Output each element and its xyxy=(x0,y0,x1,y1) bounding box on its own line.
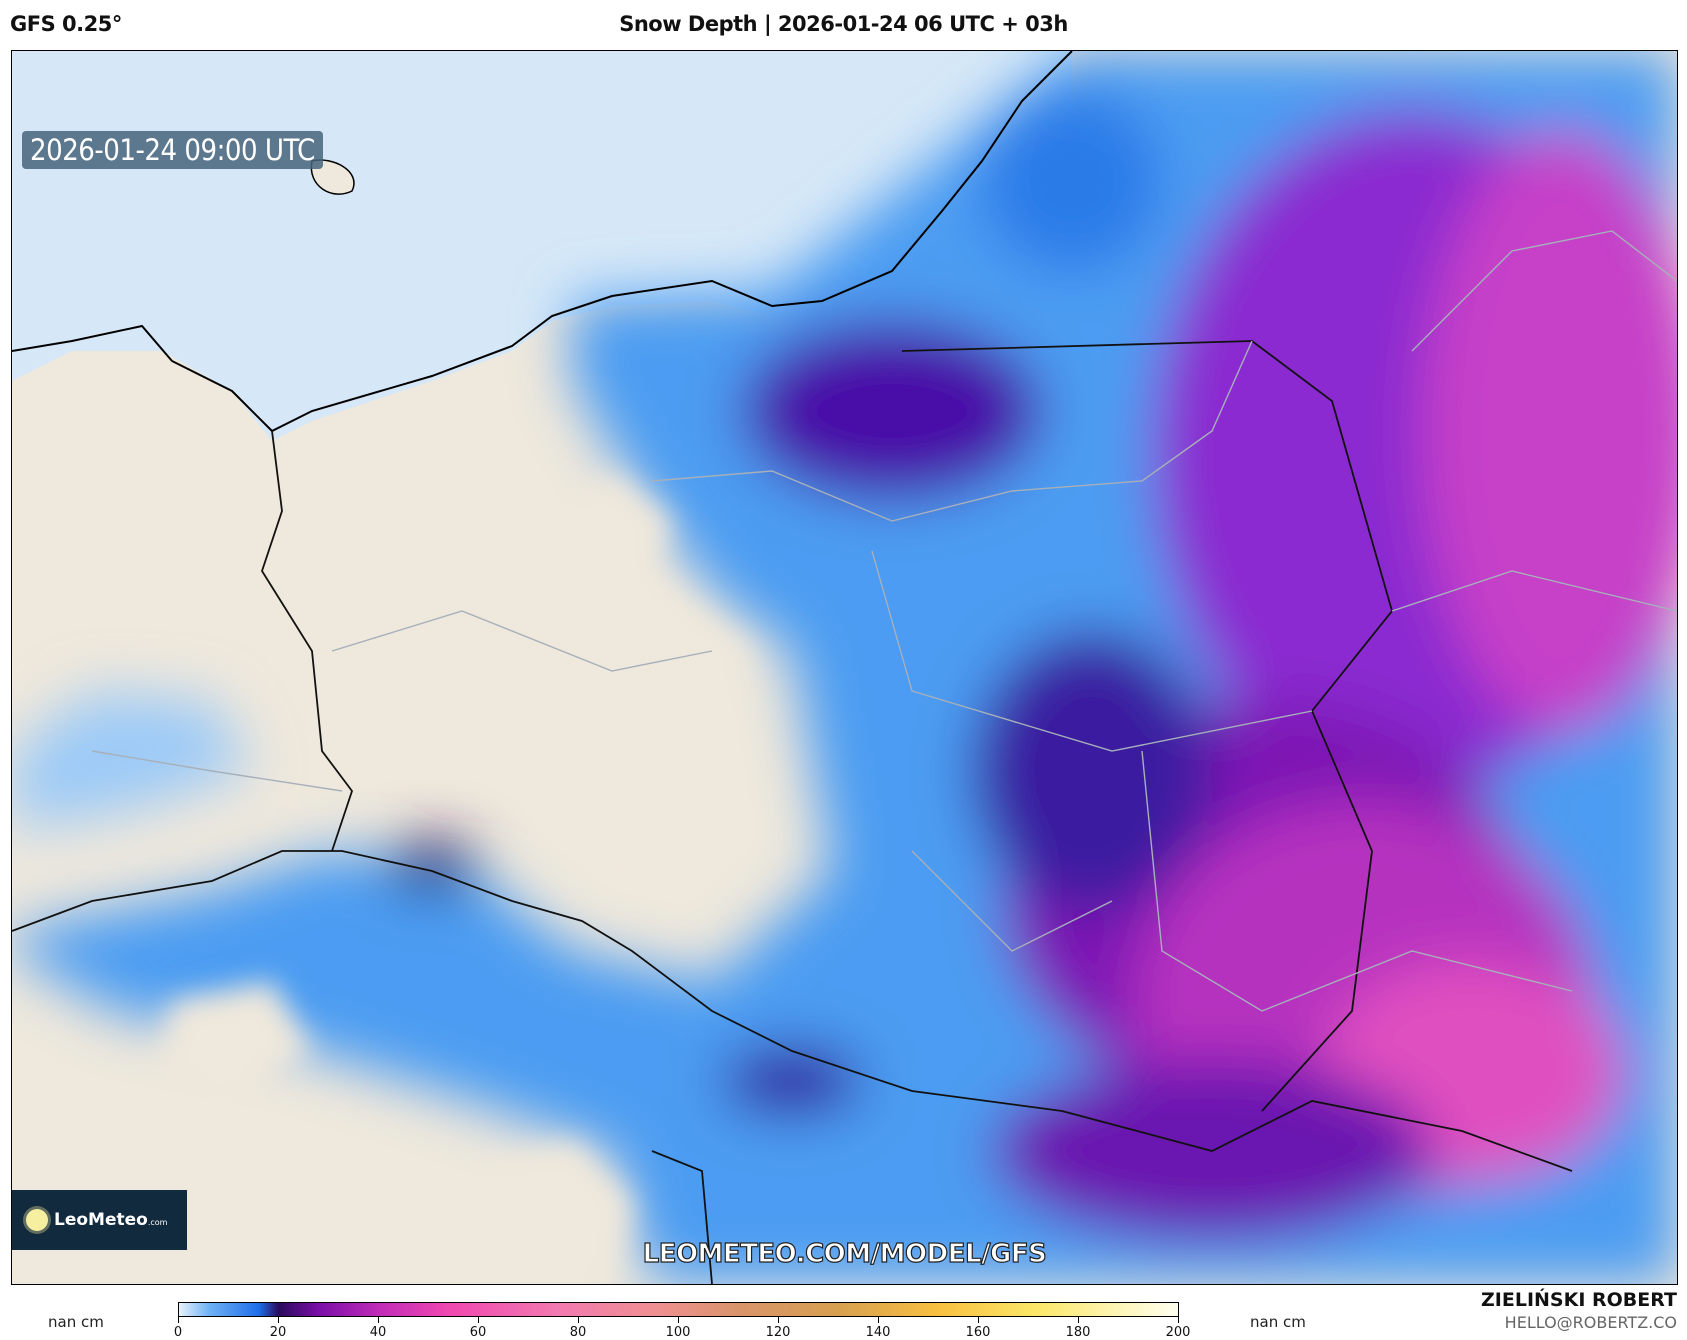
colorbar-tick-label: 200 xyxy=(1165,1325,1191,1340)
colorbar-tick-label: 100 xyxy=(665,1325,691,1340)
map-canvas xyxy=(12,51,1677,1284)
map-title: Snow Depth | 2026-01-24 06 UTC + 03h xyxy=(619,12,1068,36)
colorbar-tick xyxy=(778,1317,779,1323)
colorbar xyxy=(178,1302,1179,1317)
colorbar-tick xyxy=(678,1317,679,1323)
colorbar-tick-label: 120 xyxy=(765,1325,791,1340)
colorbar-tick-label: 20 xyxy=(269,1325,287,1340)
colorbar-tick xyxy=(1178,1317,1179,1323)
author-email: HELLO@ROBERTZ.CO xyxy=(1504,1313,1677,1332)
region-borders xyxy=(91,230,1677,1012)
country-borders xyxy=(12,340,1573,1284)
sun-icon xyxy=(26,1209,48,1231)
colorbar-tick-label: 140 xyxy=(865,1325,891,1340)
colorbar-tick xyxy=(1078,1317,1079,1323)
unit-left: nan cm xyxy=(48,1313,104,1331)
colorbar-tick xyxy=(578,1317,579,1323)
colorbar-tick xyxy=(478,1317,479,1323)
colorbar-tick xyxy=(878,1317,879,1323)
coastline xyxy=(12,51,1073,433)
colorbar-tick-label: 160 xyxy=(965,1325,991,1340)
colorbar-tick xyxy=(278,1317,279,1323)
leometeo-logo[interactable]: LeoMeteo.com xyxy=(12,1190,187,1250)
author-credit: ZIELIŃSKI ROBERT xyxy=(1481,1289,1677,1311)
colorbar-tick xyxy=(178,1317,179,1323)
colorbar-tick-label: 60 xyxy=(469,1325,487,1340)
colorbar-tick xyxy=(378,1317,379,1323)
colorbar-tick xyxy=(978,1317,979,1323)
watermark: LEOMETEO.COM/MODEL/GFS xyxy=(642,1238,1047,1269)
colorbar-tick-label: 180 xyxy=(1065,1325,1091,1340)
model-label: GFS 0.25° xyxy=(10,12,122,36)
snow-depth-map[interactable]: 2026-01-24 09:00 UTC LeoMeteo.com LEOMET… xyxy=(11,50,1678,1285)
colorbar-tick-label: 40 xyxy=(369,1325,387,1340)
valid-time-label: 2026-01-24 09:00 UTC xyxy=(22,131,323,169)
logo-text: LeoMeteo.com xyxy=(54,1210,168,1230)
colorbar-tick-label: 80 xyxy=(569,1325,587,1340)
colorbar-tick-label: 0 xyxy=(173,1325,183,1340)
unit-right: nan cm xyxy=(1250,1313,1306,1331)
snow-cover xyxy=(12,51,1677,1284)
